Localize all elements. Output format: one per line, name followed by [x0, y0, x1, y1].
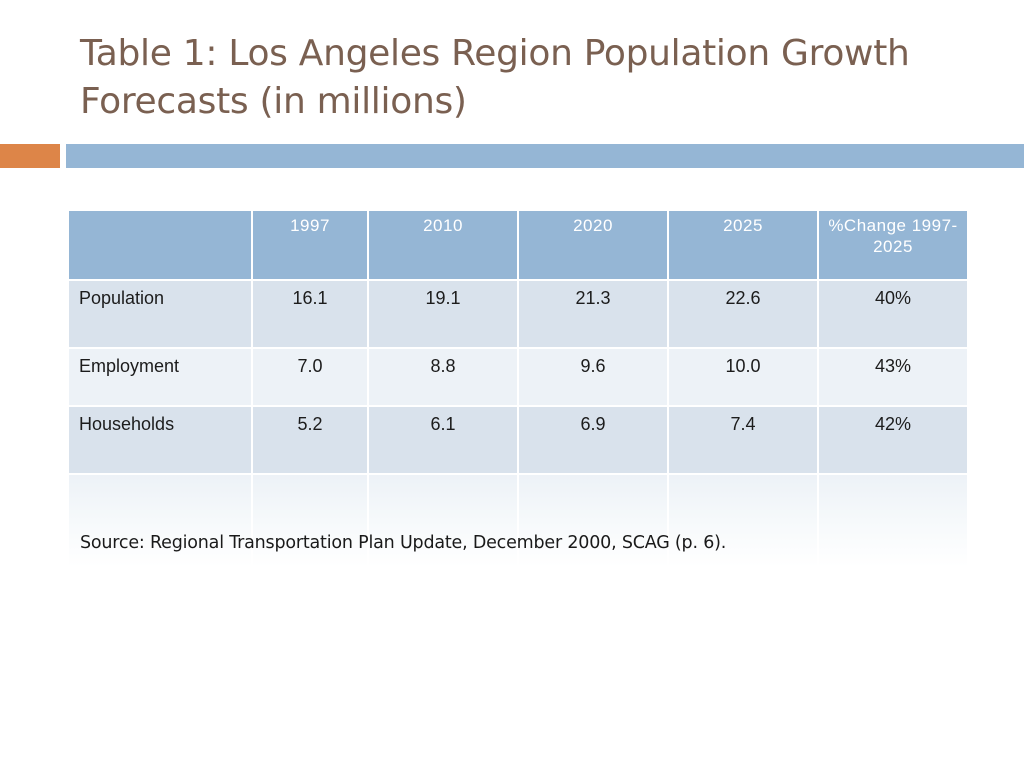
- table-cell: 16.1: [251, 279, 369, 349]
- reflection-cell: [817, 473, 969, 569]
- table-cell: 43%: [817, 347, 969, 407]
- table-header-row: 1997 2010 2020 2025 %Change 1997-2025: [67, 209, 969, 281]
- accent-bar-orange: [0, 144, 60, 168]
- table-cell: 7.4: [667, 405, 819, 475]
- table-cell: 5.2: [251, 405, 369, 475]
- reflection-cell: [517, 473, 669, 569]
- table-row: Employment 7.0 8.8 9.6 10.0 43%: [67, 347, 969, 407]
- header-cell-2020: 2020: [517, 209, 669, 281]
- row-label: Population: [67, 279, 253, 349]
- header-cell-1997: 1997: [251, 209, 369, 281]
- table-cell: 6.1: [367, 405, 519, 475]
- table-cell: 22.6: [667, 279, 819, 349]
- slide-title: Table 1: Los Angeles Region Population G…: [80, 33, 910, 122]
- table-cell: 19.1: [367, 279, 519, 349]
- row-label: Employment: [67, 347, 253, 407]
- header-cell-2025: 2025: [667, 209, 819, 281]
- table-cell: 9.6: [517, 347, 669, 407]
- reflection-cell: [667, 473, 819, 569]
- header-cell-empty: [67, 209, 253, 281]
- table-reflection-row: [67, 473, 969, 569]
- header-cell-2010: 2010: [367, 209, 519, 281]
- header-cell-change: %Change 1997-2025: [817, 209, 969, 281]
- reflection-cell: [367, 473, 519, 569]
- reflection-cell: [67, 473, 253, 569]
- table-cell: 40%: [817, 279, 969, 349]
- table-row: Households 5.2 6.1 6.9 7.4 42%: [67, 405, 969, 475]
- table-cell: 7.0: [251, 347, 369, 407]
- table-cell: 42%: [817, 405, 969, 475]
- table-row: Population 16.1 19.1 21.3 22.6 40%: [67, 279, 969, 349]
- reflection-cell: [251, 473, 369, 569]
- source-citation: Source: Regional Transportation Plan Upd…: [80, 533, 727, 553]
- accent-bar-blue: [66, 144, 1024, 168]
- table-cell: 10.0: [667, 347, 819, 407]
- row-label: Households: [67, 405, 253, 475]
- table-cell: 8.8: [367, 347, 519, 407]
- table-cell: 21.3: [517, 279, 669, 349]
- forecast-table: 1997 2010 2020 2025 %Change 1997-2025 Po…: [67, 209, 969, 569]
- table-cell: 6.9: [517, 405, 669, 475]
